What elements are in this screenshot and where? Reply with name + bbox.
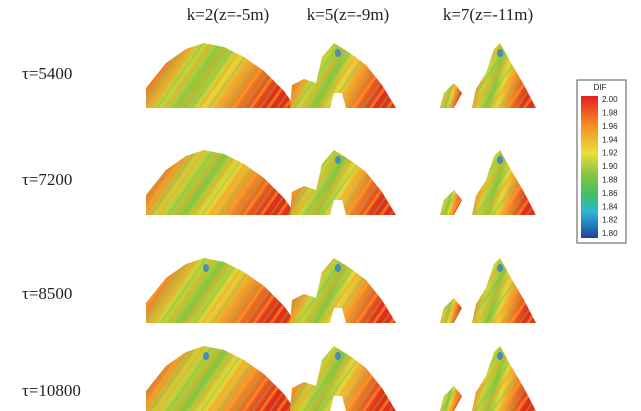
low-spot [335, 352, 341, 360]
heatmap-texture [472, 150, 536, 215]
heatmap-texture [472, 346, 536, 411]
heatmap-texture [290, 346, 396, 411]
heatmap-texture [440, 83, 462, 108]
column-header: k=5(z=-9m) [307, 5, 389, 24]
colorbar-tick-label: 1.84 [602, 202, 618, 211]
row-label: τ=8500 [22, 284, 72, 303]
low-spot [497, 156, 503, 164]
row-label: τ=5400 [22, 64, 72, 83]
heatmap-texture [472, 258, 536, 323]
colorbar: DIF 2.00 1.98 1.96 1.94 1.92 1.90 1.88 1.86 1.84… [577, 80, 626, 243]
column-header: k=7(z=-11m) [443, 5, 533, 24]
heatmap-texture [146, 258, 296, 323]
row-label: τ=7200 [22, 170, 72, 189]
heatmap-panels [146, 43, 536, 411]
heatmap-texture [440, 298, 462, 323]
low-spot [497, 264, 503, 272]
colorbar-tick-label: 1.94 [602, 135, 618, 144]
heatmap-texture [440, 386, 462, 411]
heatmap-texture [472, 43, 536, 108]
colorbar-tick-label: 1.80 [602, 229, 618, 238]
heatmap-texture [290, 258, 396, 323]
low-spot [335, 264, 341, 272]
colorbar-tick-label: 1.92 [602, 149, 618, 158]
colorbar-tick-label: 1.88 [602, 176, 618, 185]
colorbar-tick-label: 1.96 [602, 122, 618, 131]
low-spot [335, 49, 341, 57]
heatmap-texture [440, 190, 462, 215]
row-labels: τ=5400 τ=7200 τ=8500 τ=10800 [22, 64, 81, 400]
heatmap-texture [290, 43, 396, 108]
heatmap-texture [146, 43, 296, 108]
colorbar-gradient [581, 96, 598, 238]
heatmap-texture [146, 346, 296, 411]
colorbar-tick-label: 1.82 [602, 216, 618, 225]
low-spot [497, 49, 503, 57]
column-headers: k=2(z=-5m) k=5(z=-9m) k=7(z=-11m) [187, 5, 533, 24]
low-spot [497, 352, 503, 360]
row-label: τ=10800 [22, 381, 81, 400]
colorbar-title: DIF [594, 83, 607, 92]
figure: k=2(z=-5m) k=5(z=-9m) k=7(z=-11m) τ=5400… [0, 0, 641, 411]
low-spot [335, 156, 341, 164]
heatmap-texture [146, 150, 296, 215]
colorbar-tick-label: 1.86 [602, 189, 618, 198]
column-header: k=2(z=-5m) [187, 5, 269, 24]
low-spot [203, 264, 209, 272]
low-spot [203, 352, 209, 360]
colorbar-tick-label: 1.98 [602, 109, 618, 118]
colorbar-tick-label: 2.00 [602, 95, 618, 104]
colorbar-tick-label: 1.90 [602, 162, 618, 171]
heatmap-texture [290, 150, 396, 215]
